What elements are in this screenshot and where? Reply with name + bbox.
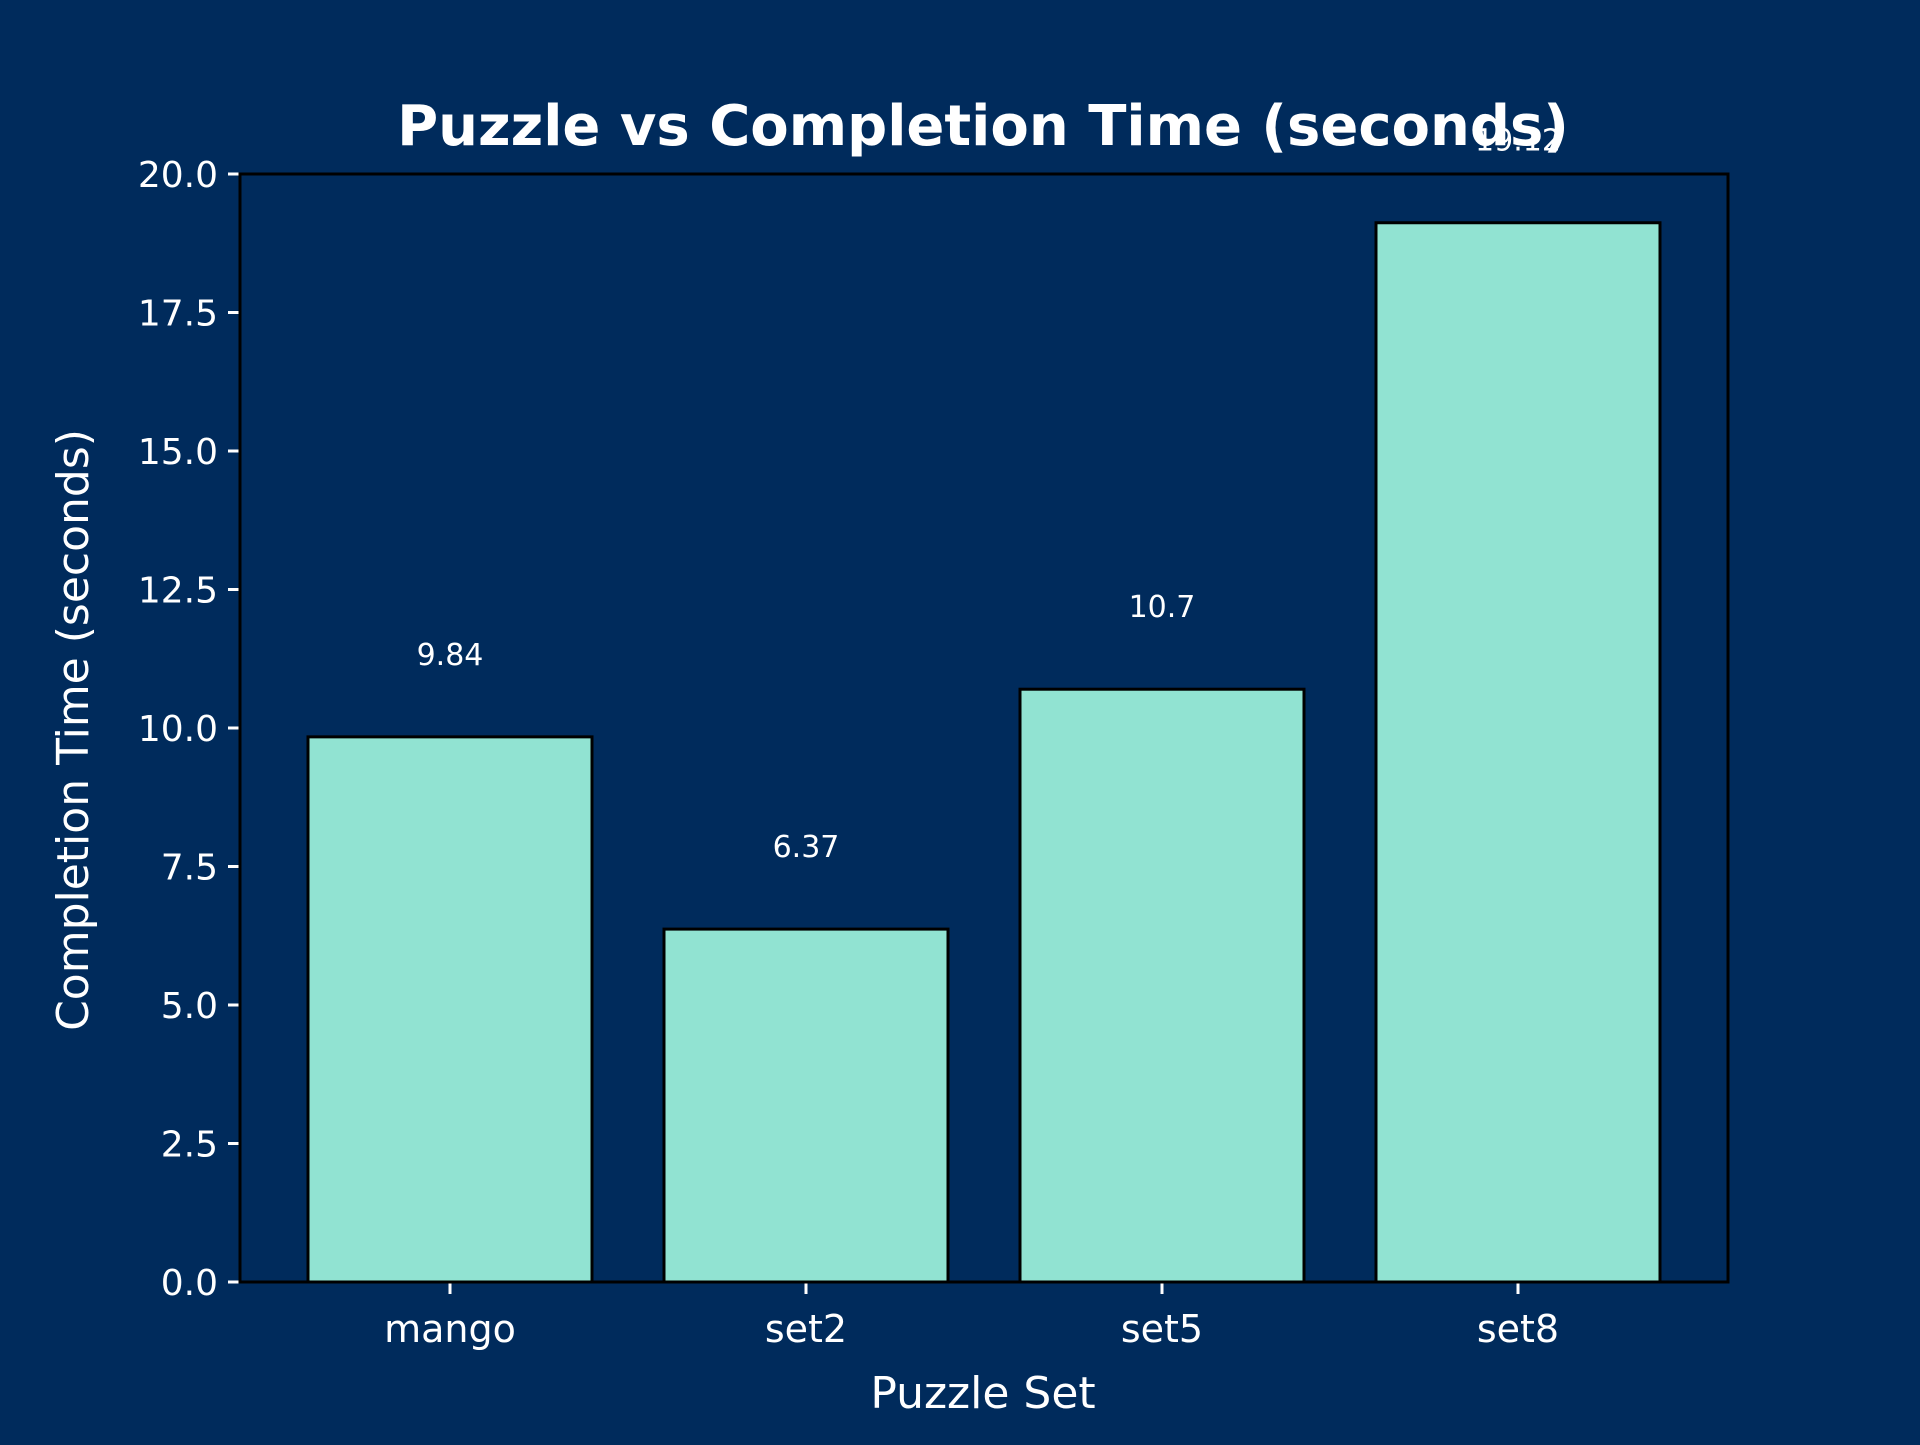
value-label-mango: 9.84 xyxy=(417,638,484,673)
y-tick-label: 7.5 xyxy=(161,848,218,889)
x-tick-label-set5: set5 xyxy=(1121,1307,1203,1351)
y-tick-label: 20.0 xyxy=(138,155,218,196)
y-tick-label: 17.5 xyxy=(138,294,218,335)
y-tick-label: 0.0 xyxy=(161,1263,218,1304)
plot-area-frame xyxy=(238,172,1730,1284)
y-tick-label: 15.0 xyxy=(138,432,218,473)
y-axis-label: Completion Time (seconds) xyxy=(48,429,99,1031)
value-label-set2: 6.37 xyxy=(773,830,840,865)
y-tick-label: 10.0 xyxy=(138,709,218,750)
x-tick-label-mango: mango xyxy=(384,1307,516,1351)
y-tick-label: 5.0 xyxy=(161,986,218,1027)
bar-set5 xyxy=(1018,687,1306,1284)
value-label-set8: 19.12 xyxy=(1475,124,1561,159)
value-label-set5: 10.7 xyxy=(1129,590,1196,625)
chart-title: Puzzle vs Completion Time (seconds) xyxy=(397,94,1569,159)
y-tick-label: 12.5 xyxy=(138,571,218,612)
x-tick-label-set8: set8 xyxy=(1477,1307,1559,1351)
bars-layer xyxy=(306,221,1662,1284)
x-tick-label-set2: set2 xyxy=(765,1307,847,1351)
bar-set2 xyxy=(662,927,950,1284)
x-axis-ticks: mango set2 set5 set8 xyxy=(384,1282,1559,1351)
bar-set8 xyxy=(1374,221,1662,1284)
y-axis-ticks: 0.0 2.5 5.0 7.5 10.0 12.5 15.0 17.5 20.0 xyxy=(138,155,240,1304)
value-labels-layer: 9.84 6.37 10.7 19.12 xyxy=(417,124,1561,865)
x-axis-label: Puzzle Set xyxy=(870,1368,1095,1419)
bar-mango xyxy=(306,735,594,1284)
y-tick-label: 2.5 xyxy=(161,1125,218,1166)
